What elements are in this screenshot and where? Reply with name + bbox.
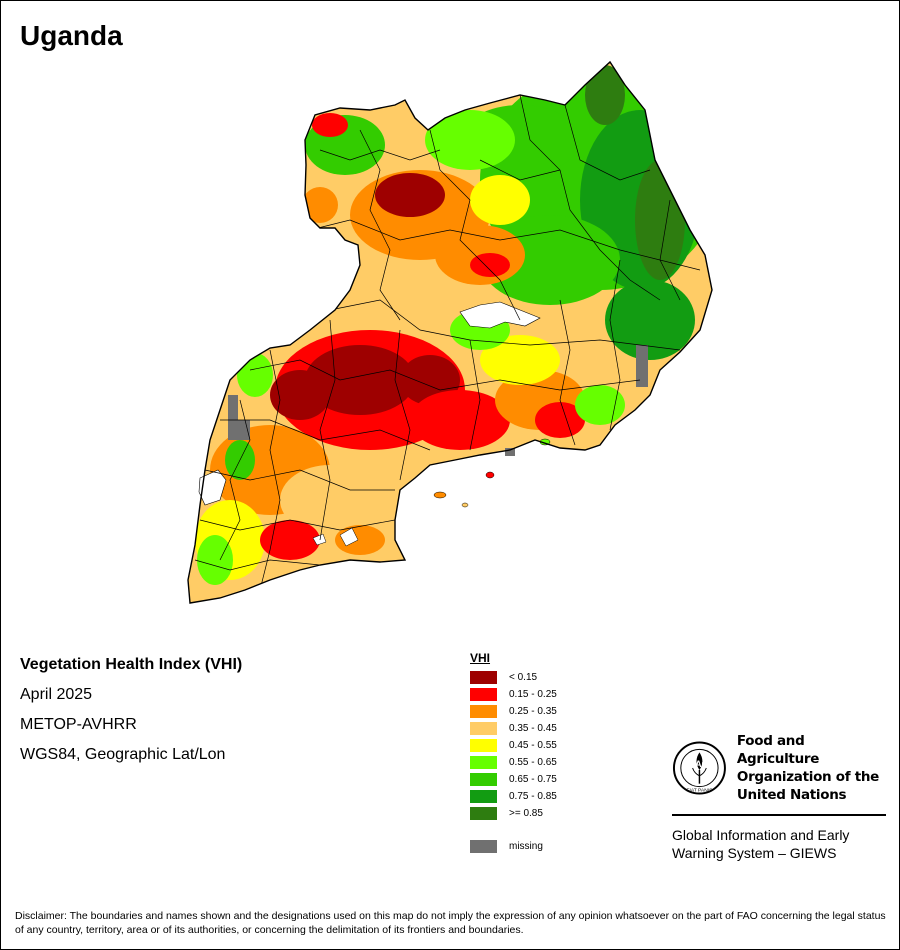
legend-item-missing: missing	[470, 838, 557, 855]
vhi-zone	[535, 402, 585, 438]
vhi-zone	[470, 253, 510, 277]
legend-swatch	[470, 840, 497, 853]
missing-patch	[505, 448, 515, 456]
vhi-zone	[280, 465, 380, 535]
legend-item: 0.65 - 0.75	[470, 771, 557, 788]
fao-emblem-icon: FAO FIAT PANIS	[672, 741, 726, 795]
legend-swatch	[470, 756, 497, 769]
vhi-zone	[260, 520, 320, 560]
vhi-zone	[312, 113, 348, 137]
vhi-zone	[375, 173, 445, 217]
legend-label: 0.75 - 0.85	[509, 791, 557, 802]
legend-label: 0.65 - 0.75	[509, 774, 557, 785]
giews-label: Global Information and Early Warning Sys…	[672, 826, 888, 862]
vhi-zone	[305, 345, 415, 415]
fao-block: FAO FIAT PANIS Food and Agriculture Orga…	[672, 732, 888, 862]
vhi-zone	[480, 335, 560, 385]
missing-patch	[636, 345, 648, 387]
projection-label: WGS84, Geographic Lat/Lon	[20, 746, 226, 763]
legend-label: 0.45 - 0.55	[509, 740, 557, 751]
legend-swatch	[470, 739, 497, 752]
vhi-zone	[605, 280, 695, 360]
legend-swatch	[470, 773, 497, 786]
vhi-zone	[237, 353, 273, 397]
legend-label: missing	[509, 841, 543, 852]
legend-item: 0.75 - 0.85	[470, 788, 557, 805]
lake-edward	[198, 469, 227, 506]
fao-name-line: Organization of the	[736, 769, 880, 785]
map-info: Vegetation Health Index (VHI) April 2025…	[20, 656, 242, 776]
legend-swatch	[470, 688, 497, 701]
vhi-zone	[635, 160, 685, 280]
vhi-raster	[195, 65, 712, 585]
giews-line: Global Information and Early	[672, 827, 850, 843]
legend-label: 0.15 - 0.25	[509, 689, 557, 700]
legend-item: 0.35 - 0.45	[470, 720, 557, 737]
giews-line: Warning System – GIEWS	[672, 845, 837, 861]
legend-label: 0.55 - 0.65	[509, 757, 557, 768]
emblem-motto: FIAT PANIS	[687, 788, 714, 794]
vhi-zone	[270, 370, 330, 420]
country-outline	[187, 60, 713, 604]
legend-item: < 0.15	[470, 669, 557, 686]
legend: VHI < 0.15 0.15 - 0.25 0.25 - 0.35 0.35 - 0…	[470, 651, 557, 855]
legend-item: 0.15 - 0.25	[470, 686, 557, 703]
legend-title: VHI	[470, 651, 491, 665]
index-name: Vegetation Health Index (VHI)	[20, 656, 243, 673]
legend-swatch	[470, 705, 497, 718]
legend-item: >= 0.85	[470, 805, 557, 822]
missing-patch	[238, 420, 250, 440]
legend-label: < 0.15	[509, 672, 538, 683]
island	[485, 471, 495, 479]
vhi-zone	[425, 110, 515, 170]
vhi-zone	[585, 65, 625, 125]
fao-name-line: Food and Agriculture	[736, 733, 820, 767]
legend-swatch	[470, 722, 497, 735]
disclaimer: Disclaimer: The boundaries and names sho…	[15, 910, 886, 936]
legend-swatch	[470, 790, 497, 803]
legend-item: 0.45 - 0.55	[470, 737, 557, 754]
lake-mburo	[339, 527, 359, 547]
missing-patch	[228, 395, 238, 440]
lake-kyoga	[459, 301, 541, 329]
fao-divider	[672, 814, 886, 816]
island	[461, 502, 469, 508]
map-title: Uganda	[20, 20, 123, 51]
period-label: April 2025	[20, 686, 93, 703]
legend-item: 0.55 - 0.65	[470, 754, 557, 771]
legend-swatch	[470, 807, 497, 820]
legend-label: 0.25 - 0.35	[509, 706, 557, 717]
legend-label: >= 0.85	[509, 808, 543, 819]
legend-classes: < 0.15 0.15 - 0.25 0.25 - 0.35 0.35 - 0.45 0…	[470, 669, 557, 822]
legend-item: 0.25 - 0.35	[470, 703, 557, 720]
fao-name: Food and Agriculture Organization of the…	[737, 732, 888, 804]
vhi-zone	[197, 535, 233, 585]
island	[433, 491, 447, 499]
vhi-zone	[410, 390, 510, 450]
legend-label: 0.35 - 0.45	[509, 723, 557, 734]
vhi-zone	[302, 187, 338, 223]
fao-name-line: United Nations	[736, 787, 847, 803]
legend-swatch	[470, 671, 497, 684]
vhi-zone	[470, 175, 530, 225]
vhi-zone	[575, 385, 625, 425]
district-boundaries	[194, 94, 701, 591]
sensor-label: METOP-AVHRR	[20, 716, 137, 733]
vhi-map	[187, 60, 713, 604]
lake-small	[312, 533, 327, 546]
emblem-text: FAO	[690, 759, 708, 769]
